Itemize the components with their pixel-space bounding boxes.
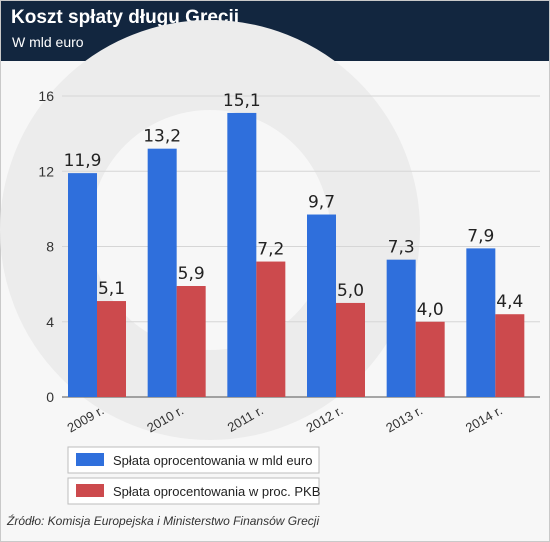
x-tick-label: 2013 r. <box>383 403 425 436</box>
bar <box>97 301 126 397</box>
chart-subtitle: W mld euro <box>12 34 84 50</box>
data-label: 5,0 <box>337 281 364 301</box>
data-label: 11,9 <box>64 151 102 171</box>
bar <box>386 259 416 397</box>
data-label: 9,7 <box>308 193 335 213</box>
data-label: 4,4 <box>496 292 523 312</box>
bar <box>176 286 206 397</box>
data-label: 13,2 <box>143 127 181 147</box>
bar <box>147 148 177 397</box>
bar <box>307 214 336 397</box>
legend-label: Spłata oprocentowania w mld euro <box>113 453 312 468</box>
y-tick-label: 16 <box>38 88 54 104</box>
legend-box <box>67 477 320 505</box>
source-note: Źródło: Komisja Europejska i Ministerstw… <box>7 514 320 528</box>
bar <box>495 314 525 397</box>
bar <box>68 173 97 397</box>
data-label: 7,9 <box>467 226 494 246</box>
data-label: 7,2 <box>257 240 284 260</box>
legend-box <box>67 446 320 474</box>
bar <box>466 248 496 397</box>
y-tick-label: 12 <box>38 163 54 179</box>
x-tick-label: 2014 r. <box>463 403 505 436</box>
data-label: 15,1 <box>223 91 261 111</box>
bar <box>336 302 365 397</box>
y-tick-label: 0 <box>46 389 54 405</box>
data-label: 5,1 <box>98 279 125 299</box>
bar <box>227 112 257 398</box>
data-label: 5,9 <box>178 264 205 284</box>
y-tick-label: 4 <box>46 314 54 330</box>
bar <box>415 321 445 397</box>
y-tick-label: 8 <box>46 239 54 255</box>
legend-label: Spłata oprocentowania w proc. PKB <box>113 484 320 499</box>
bar <box>256 261 286 397</box>
legend-swatch <box>76 484 104 497</box>
data-label: 4,0 <box>417 300 444 320</box>
legend-swatch <box>76 453 104 466</box>
data-label: 7,3 <box>388 238 415 258</box>
watermark-logo <box>0 20 420 440</box>
x-tick-label: 2009 r. <box>65 403 107 436</box>
